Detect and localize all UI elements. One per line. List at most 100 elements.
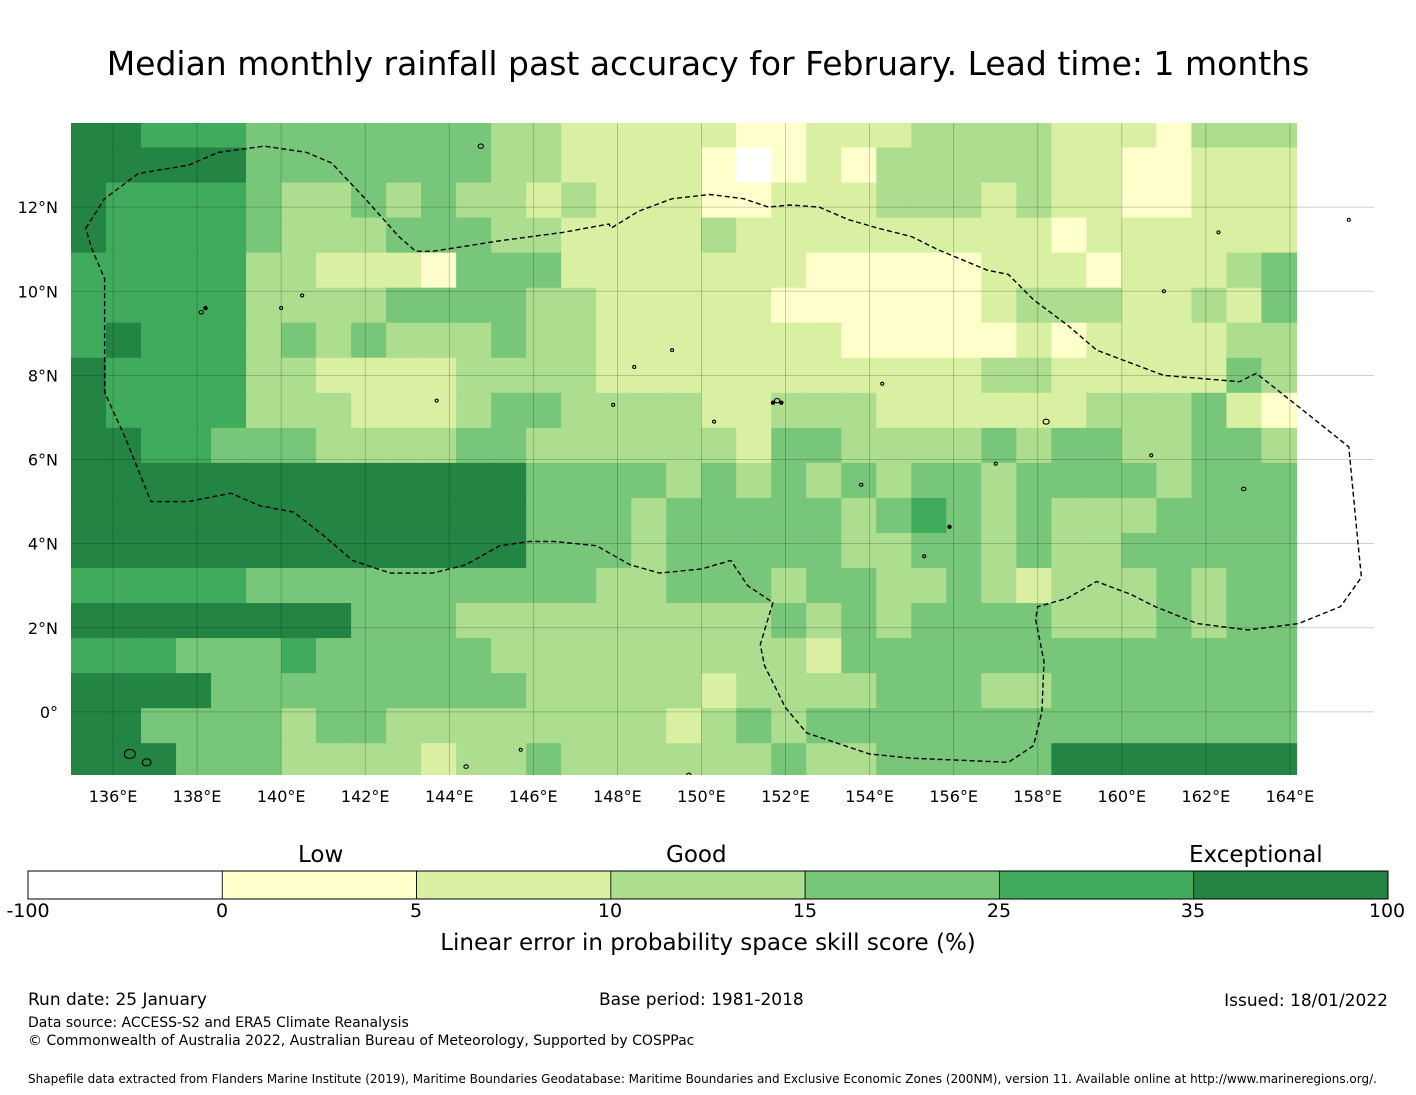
skill-cell [106, 123, 142, 149]
skill-cell [946, 638, 982, 674]
skill-cell [1156, 708, 1193, 744]
skill-cell [526, 638, 562, 674]
atoll-dot [779, 400, 784, 405]
skill-cell [351, 813, 387, 849]
skill-cell [771, 673, 807, 709]
skill-cell [491, 392, 527, 429]
skill-cell [841, 357, 877, 394]
y-tick-label: 4°N [28, 535, 58, 554]
skill-cell [771, 603, 807, 639]
skill-cell [1226, 638, 1263, 674]
skill-cell [1261, 147, 1298, 184]
skill-cell [71, 462, 107, 499]
skill-cell [246, 427, 282, 464]
skill-cell [71, 743, 107, 775]
skill-cell [176, 603, 212, 639]
skill-cell [106, 217, 142, 254]
skill-cell [386, 357, 422, 394]
skill-cell [666, 322, 702, 359]
skill-cell [981, 287, 1017, 324]
skill-cell [561, 673, 597, 709]
skill-cell [1121, 427, 1157, 464]
skill-cell [561, 217, 597, 254]
skill-cell [316, 953, 352, 989]
skill-cell [771, 357, 807, 394]
y-tick-label: 10°N [18, 282, 58, 301]
skill-cell [1086, 182, 1122, 219]
skill-cell [316, 252, 352, 289]
skill-cell [631, 427, 667, 464]
skill-cell [71, 217, 107, 254]
skill-cell [946, 147, 982, 184]
skill-cell [911, 123, 947, 149]
skill-cell [1191, 988, 1227, 1024]
skill-cell [526, 357, 562, 394]
skill-grid-cells [71, 123, 1298, 1024]
skill-cell [841, 953, 877, 989]
skill-cell [281, 568, 317, 604]
skill-cell [561, 252, 597, 289]
skill-cell [351, 743, 387, 775]
skill-cell [911, 462, 947, 499]
skill-cell [1191, 532, 1228, 569]
skill-cell [1016, 147, 1052, 184]
skill-cell [771, 532, 807, 569]
skill-cell [246, 708, 282, 744]
skill-cell [526, 532, 562, 569]
skill-cell [946, 497, 982, 534]
skill-cell [631, 497, 667, 534]
skill-cell [491, 427, 527, 464]
x-axis-ticks: 136°E 138°E 140°E 142°E 144°E 146°E 148°E 150°E… [89, 787, 1315, 806]
skill-cell [526, 182, 562, 219]
skill-cell [71, 953, 107, 989]
skill-cell [1016, 217, 1052, 254]
skill-cell [1261, 392, 1298, 429]
skill-cell [1191, 252, 1228, 289]
skill-cell [281, 182, 317, 219]
skill-cell [281, 638, 317, 674]
skill-cell [1191, 322, 1228, 359]
skill-cell [1261, 568, 1298, 604]
skill-cell [806, 708, 842, 744]
skill-cell [106, 147, 142, 184]
skill-cell [106, 497, 142, 534]
coastline-islands [123, 143, 1351, 775]
skill-cell [666, 287, 702, 324]
skill-cell [526, 427, 562, 464]
skill-cell [1226, 357, 1263, 394]
skill-cell [1051, 252, 1087, 289]
skill-cell [176, 708, 212, 744]
skill-cell [1121, 532, 1157, 569]
skill-cell [526, 708, 562, 744]
skill-cell [1191, 357, 1228, 394]
skill-cell [211, 427, 247, 464]
skill-cell [421, 322, 457, 359]
skill-cell [1156, 638, 1193, 674]
skill-cell [281, 287, 317, 324]
skill-cell [106, 953, 142, 989]
skill-cell [421, 532, 457, 569]
skill-cell [106, 287, 142, 324]
skill-cell [1051, 708, 1087, 744]
skill-cell [421, 743, 457, 775]
skill-cell [841, 392, 877, 429]
island-outline [477, 143, 485, 149]
skill-cell [981, 673, 1017, 709]
skill-cell [1016, 673, 1052, 709]
x-tick-label: 138°E [173, 787, 222, 806]
skill-cell [1086, 568, 1122, 604]
skill-cell [491, 603, 527, 639]
skill-cell [491, 813, 527, 849]
skill-cell [246, 568, 282, 604]
skill-cell [736, 743, 772, 775]
skill-cell [351, 673, 387, 709]
island-outline [279, 306, 284, 311]
skill-cell [1156, 252, 1193, 289]
skill-cell [596, 568, 632, 604]
skill-cell [421, 147, 457, 184]
skill-cell [701, 603, 737, 639]
skill-cell [946, 568, 982, 604]
skill-cell [561, 603, 597, 639]
skill-cell [1121, 568, 1157, 604]
colorbar-label: -100 [6, 900, 50, 922]
